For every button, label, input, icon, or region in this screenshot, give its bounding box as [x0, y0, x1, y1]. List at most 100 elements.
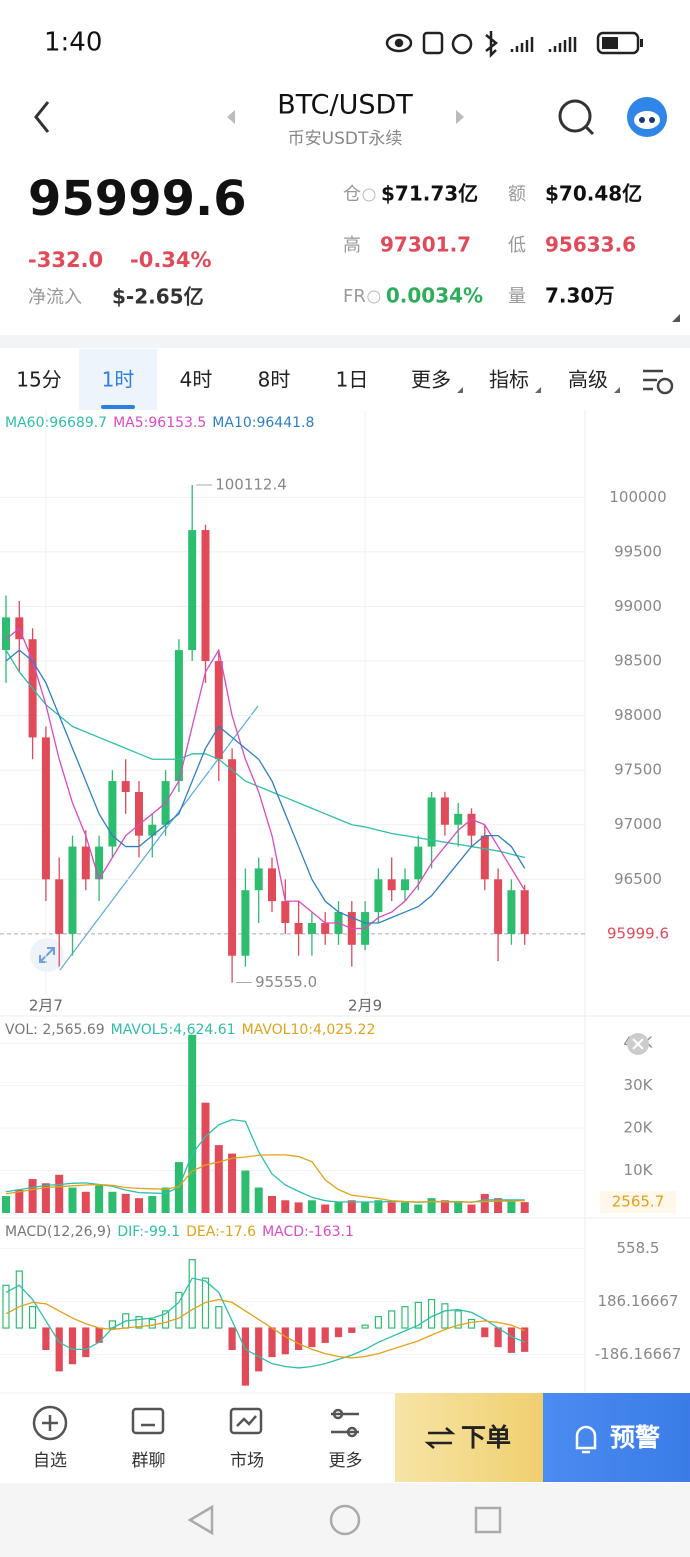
macd-bar: [334, 1327, 343, 1338]
timeframe-tab[interactable]: 15分: [16, 368, 61, 392]
timeframe-tab[interactable]: 1时: [102, 368, 135, 392]
volume-bar: [281, 1200, 290, 1213]
candle-body: [135, 791, 143, 836]
candle-body: [401, 879, 409, 891]
stat-value: $70.48亿: [545, 182, 642, 206]
alert-label[interactable]: 预警: [610, 1423, 660, 1452]
ma-line: [5, 649, 525, 859]
ma-line: [5, 627, 526, 930]
stat-label: 仓: [343, 184, 361, 205]
candle-body: [108, 781, 117, 847]
extreme-label: 95555.0: [255, 973, 317, 991]
sys-home[interactable]: [329, 1504, 361, 1536]
fullscreen-button[interactable]: [30, 938, 64, 972]
macd-bar: [228, 1327, 236, 1351]
volume-bar: [480, 1193, 489, 1213]
candle-body: [55, 879, 64, 934]
candle-body: [268, 868, 276, 902]
macd-bar: [29, 1306, 37, 1329]
volume-current-label: 2565.7: [612, 1193, 665, 1211]
net-inflow-label: 净流入: [28, 287, 82, 308]
back-button[interactable]: [34, 101, 50, 133]
volume-current-tag: [600, 1191, 676, 1214]
macd-bar: [348, 1327, 356, 1333]
candle-body: [121, 781, 130, 792]
nav-label[interactable]: 自选: [33, 1451, 67, 1471]
candle-body: [174, 650, 183, 782]
macd-bar: [454, 1310, 462, 1329]
next-arrow[interactable]: [456, 110, 464, 124]
candle-body: [228, 759, 237, 956]
legend: VOL: 2,565.69 MAVOL5:4,624.61 MAVOL10:4,02…: [5, 1022, 375, 1038]
ma-line: [5, 649, 526, 924]
candle-body: [374, 879, 383, 913]
y-tick-label: 10K: [624, 1161, 654, 1179]
trend-line-drawing[interactable]: [59, 705, 259, 971]
macd-bar: [428, 1298, 436, 1329]
candle-body: [507, 890, 516, 934]
volume-bar: [268, 1196, 276, 1213]
sys-recent[interactable]: [474, 1506, 502, 1534]
candle-body: [201, 530, 210, 662]
macd-bar: [295, 1327, 303, 1351]
expand-corner[interactable]: [672, 314, 680, 322]
volume-bar: [228, 1153, 237, 1213]
active-tab-bg: [79, 349, 157, 410]
macd-bar: [162, 1310, 170, 1329]
timeframe-tab[interactable]: 更多: [411, 368, 451, 392]
order-button[interactable]: [395, 1393, 543, 1482]
y-tick-label: 98000: [614, 706, 662, 724]
order-label[interactable]: 下单: [461, 1423, 511, 1452]
sys-back[interactable]: [187, 1504, 214, 1536]
candle-body: [281, 901, 290, 923]
volume-bar: [307, 1200, 316, 1213]
avatar[interactable]: [627, 97, 667, 137]
candle-body: [520, 890, 529, 934]
search-button[interactable]: [558, 99, 595, 136]
candle-body: [95, 846, 104, 880]
volume-bar: [254, 1187, 263, 1213]
y-tick-label: 99000: [614, 597, 662, 615]
legend-item: DIF:-99.1: [117, 1224, 180, 1240]
timeframe-tab[interactable]: 4时: [180, 368, 213, 392]
volume-bar: [121, 1193, 130, 1213]
x-tick-label: 2月9: [348, 997, 382, 1015]
macd-bar: [82, 1327, 90, 1358]
nav-label[interactable]: 市场: [230, 1451, 264, 1471]
timeframe-tab[interactable]: 高级: [568, 368, 608, 392]
x-tick-label: 2月7: [29, 997, 63, 1015]
timeframe-tab[interactable]: 1日: [336, 368, 369, 392]
extreme-label: 100112.4: [215, 476, 287, 494]
chart-settings-button[interactable]: [643, 369, 674, 395]
timeframe-tab[interactable]: 8时: [258, 368, 291, 392]
macd-bar: [68, 1327, 77, 1365]
volume-bar: [108, 1191, 117, 1213]
volume-bar: [414, 1204, 423, 1213]
volume-bar: [440, 1200, 449, 1213]
nav-label[interactable]: 更多: [329, 1451, 363, 1471]
macd-bar: [148, 1318, 156, 1329]
macd-bar: [135, 1316, 143, 1329]
volume-bar: [28, 1179, 37, 1213]
last-price: 95999.6: [28, 171, 247, 227]
timeframe-tab[interactable]: 指标: [489, 368, 529, 392]
volume-bar: [201, 1102, 210, 1213]
candle-body: [440, 797, 449, 825]
nav-label[interactable]: 群聊: [132, 1451, 166, 1471]
prev-arrow[interactable]: [227, 110, 235, 124]
system-nav: [0, 1483, 690, 1557]
macd-bar: [467, 1318, 476, 1329]
stat-label: 额: [508, 184, 526, 205]
volume-bar: [41, 1183, 50, 1213]
macd-bar: [268, 1327, 276, 1358]
volume-bar: [214, 1145, 223, 1213]
alert-button[interactable]: [543, 1393, 690, 1482]
legend: MA60:96689.7 MA5:96153.5 MA10:96441.8: [5, 415, 314, 431]
volume-bar: [347, 1200, 356, 1213]
legend-item: MAVOL10:4,025.22: [242, 1022, 376, 1038]
candle-body: [414, 846, 423, 880]
stat-label: 高: [343, 235, 361, 256]
candle-body: [321, 922, 330, 934]
legend-item: MAVOL5:4,624.61: [111, 1022, 236, 1038]
close-indicator-button[interactable]: [627, 1033, 649, 1055]
